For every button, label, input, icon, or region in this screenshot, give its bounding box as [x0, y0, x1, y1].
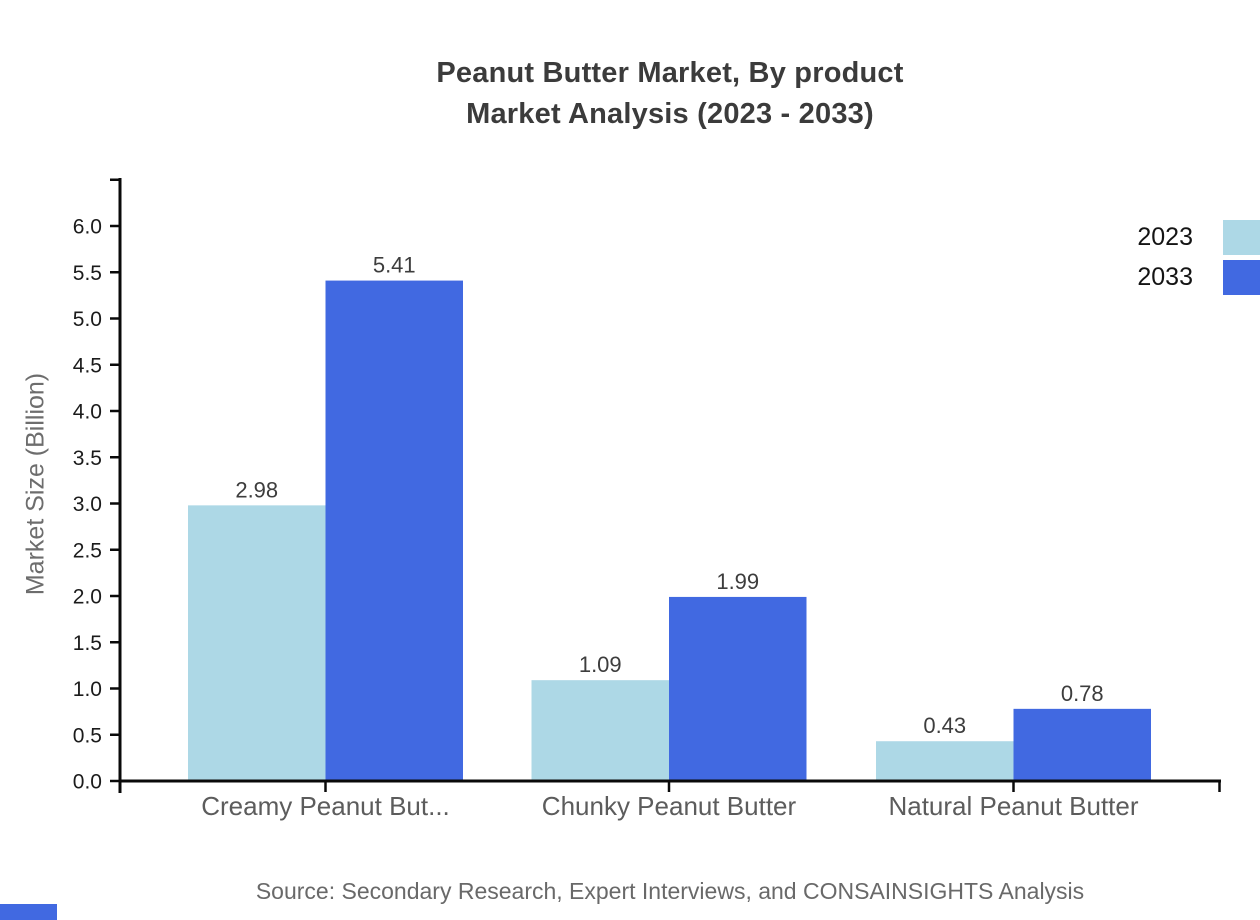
legend-swatch-2033	[1223, 260, 1260, 295]
bar-2023-2	[876, 741, 1014, 781]
y-tick-label: 0.5	[73, 724, 102, 747]
value-label-2033-0: 5.41	[373, 253, 416, 278]
chart-title-line1: Peanut Butter Market, By product	[436, 57, 904, 89]
y-tick-label: 3.0	[73, 493, 102, 516]
value-label-2033-2: 0.78	[1061, 681, 1104, 706]
y-tick-label: 5.5	[73, 262, 102, 285]
value-label-2023-1: 1.09	[579, 652, 622, 677]
y-tick-label: 2.5	[73, 539, 102, 562]
bar-2023-1	[531, 680, 669, 781]
bar-2033-1	[669, 596, 807, 781]
bar-2033-0	[325, 280, 463, 781]
legend-label-2023: 2023	[1137, 223, 1193, 251]
y-tick-label: 4.0	[73, 401, 102, 424]
chart-title-line2: Market Analysis (2023 - 2033)	[466, 98, 874, 130]
value-label-2033-1: 1.99	[716, 569, 759, 594]
category-label-1: Chunky Peanut Butter	[542, 791, 797, 821]
y-tick-label: 5.0	[73, 308, 102, 331]
y-tick-label: 1.5	[73, 632, 102, 655]
y-tick-label: 0.0	[73, 771, 102, 794]
y-tick-label: 2.0	[73, 586, 102, 609]
y-tick-label: 1.0	[73, 678, 102, 701]
bar-2033-2	[1013, 708, 1151, 781]
y-tick-label: 6.0	[73, 216, 102, 239]
value-label-2023-2: 0.43	[923, 713, 966, 738]
source-note: Source: Secondary Research, Expert Inter…	[255, 878, 1085, 904]
y-tick-label: 3.5	[73, 447, 102, 470]
value-label-2023-0: 2.98	[235, 477, 278, 502]
bar-2023-0	[188, 505, 326, 781]
legend-label-2033: 2033	[1137, 263, 1193, 291]
chart-title: Peanut Butter Market, By product Market …	[120, 53, 1220, 135]
y-tick-label: 4.5	[73, 354, 102, 377]
bottom-left-accent-mark	[0, 904, 57, 920]
legend-swatch-2023	[1223, 220, 1260, 255]
category-label-2: Natural Peanut Butter	[888, 791, 1138, 821]
category-label-0: Creamy Peanut But...	[201, 791, 450, 821]
